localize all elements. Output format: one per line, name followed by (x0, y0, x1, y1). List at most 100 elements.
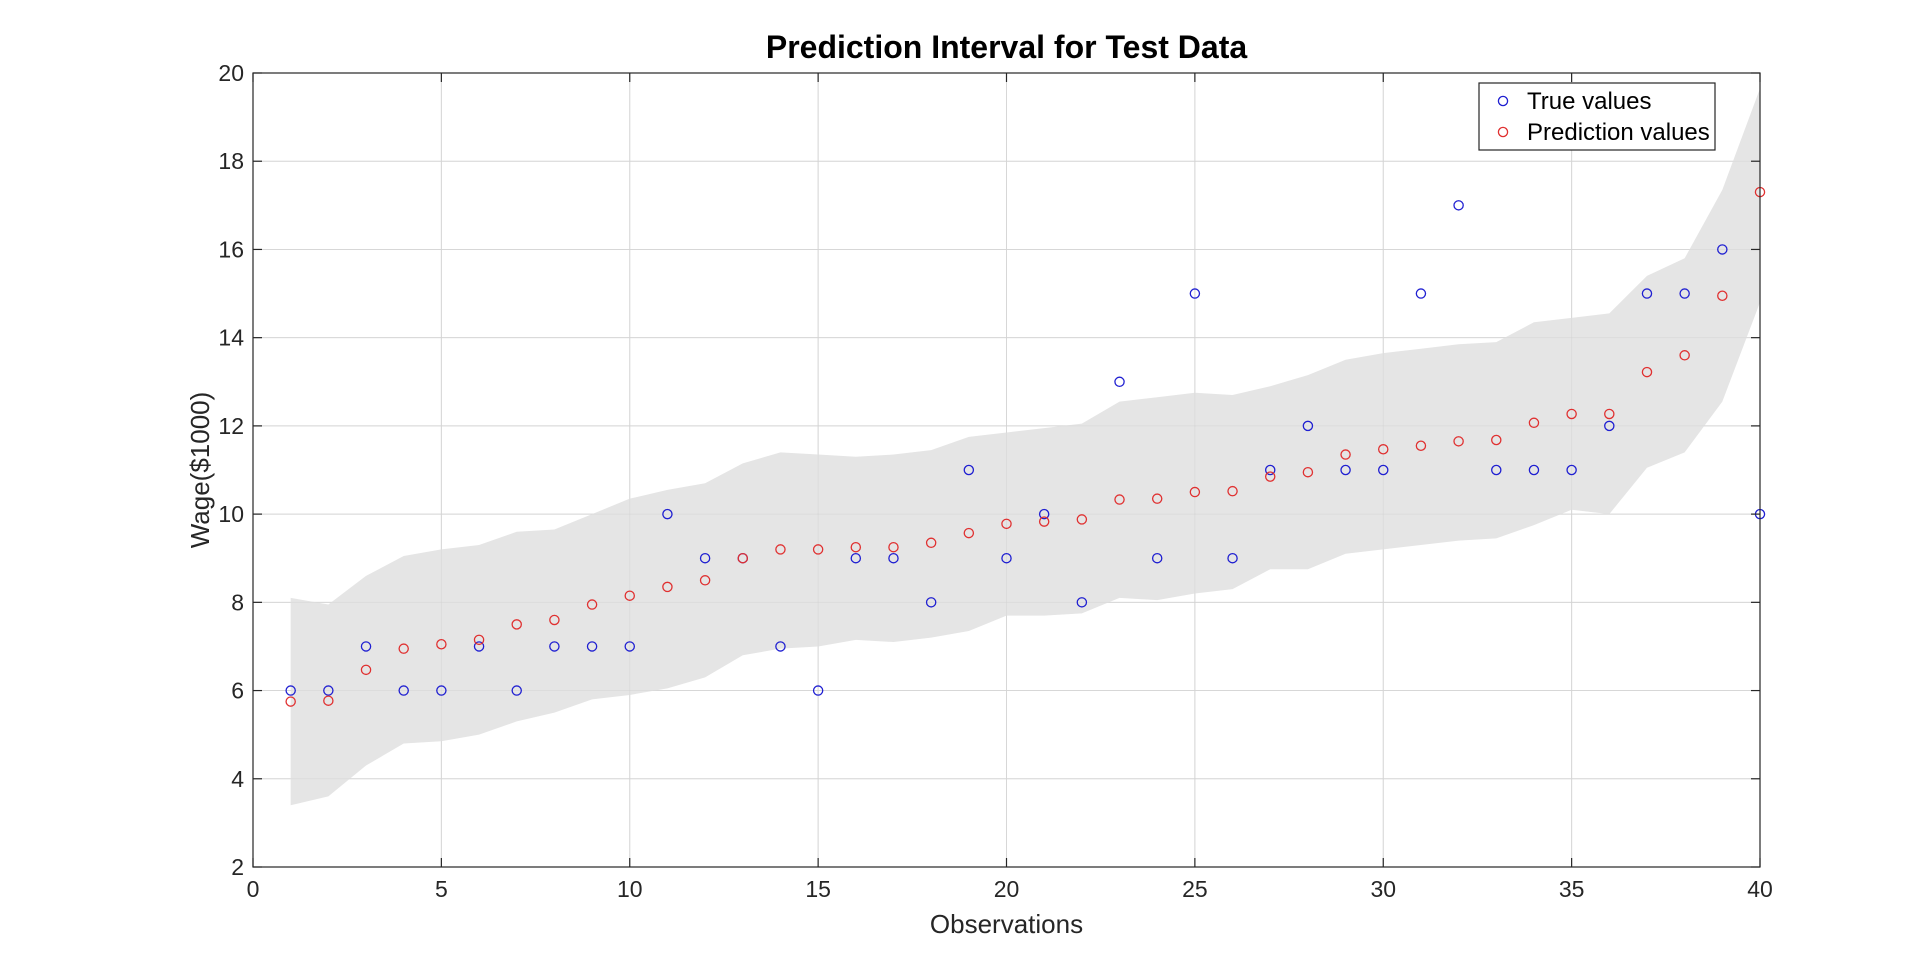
prediction-value-point (1001, 518, 1012, 530)
x-tick-label: 25 (1182, 876, 1208, 902)
prediction-value-point (1302, 466, 1314, 478)
true-value-point (1114, 376, 1125, 388)
prediction-value-point (511, 619, 522, 630)
legend-marker-true-values (1497, 95, 1509, 107)
prediction-value-point (1189, 486, 1201, 498)
true-value-point (1038, 508, 1050, 520)
prediction-value-point (1717, 290, 1728, 302)
true-value-point (624, 641, 636, 652)
prediction-value-point (1264, 471, 1276, 482)
true-value-point (699, 552, 711, 564)
true-value-point (850, 552, 862, 564)
true-value-point (436, 685, 447, 696)
prediction-interval-band (290, 88, 1760, 806)
prediction-value-point (1340, 449, 1351, 460)
y-tick-label: 8 (231, 589, 244, 615)
prediction-value-point (888, 541, 899, 553)
x-tick-label: 30 (1370, 876, 1396, 902)
true-value-point (549, 641, 560, 652)
legend-marker-prediction-values (1497, 126, 1509, 138)
true-value-point (1001, 552, 1012, 564)
prediction-value-point (1151, 493, 1163, 504)
x-tick-label: 20 (994, 876, 1020, 902)
prediction-value-point (1641, 366, 1653, 378)
true-value-point (1340, 464, 1351, 476)
prediction-value-point (323, 695, 334, 706)
true-value-point (586, 641, 598, 652)
prediction-value-point (1453, 436, 1464, 447)
legend-label-prediction-values: Prediction values (1527, 119, 1710, 146)
prediction-value-point (1076, 514, 1088, 525)
legend: True values Prediction values (1478, 82, 1716, 151)
true-value-point (1717, 244, 1728, 255)
true-values-series (285, 200, 1766, 696)
prediction-value-point (1038, 516, 1050, 527)
true-value-point (1076, 597, 1088, 608)
y-axis-label: Wage($1000) (185, 392, 215, 549)
prediction-value-point (850, 541, 862, 553)
prediction-value-point (1604, 408, 1615, 420)
true-value-point (1189, 288, 1201, 299)
true-value-point (662, 508, 673, 520)
true-value-point (812, 685, 824, 696)
prediction-value-point (1528, 417, 1540, 429)
y-tick-label: 16 (218, 236, 244, 262)
true-value-point (473, 641, 485, 652)
x-tick-labels: 0 5 10 15 20 25 30 35 40 (247, 876, 1773, 902)
prediction-value-point (436, 638, 447, 650)
axis-ticks (252, 72, 1761, 868)
x-tick-label: 15 (805, 876, 831, 902)
y-tick-label: 2 (231, 854, 244, 880)
true-value-point (360, 641, 372, 652)
prediction-value-point (624, 590, 636, 601)
prediction-value-point (1415, 440, 1427, 451)
legend-label-true-values: True values (1527, 88, 1652, 115)
true-value-point (963, 464, 975, 476)
prediction-value-point (1378, 444, 1389, 455)
y-tick-label: 12 (218, 413, 244, 439)
true-value-point (1453, 200, 1464, 211)
prediction-value-point (549, 614, 560, 626)
true-value-point (888, 552, 899, 564)
prediction-value-point (1227, 485, 1238, 497)
prediction-value-point (737, 552, 749, 564)
prediction-value-point (699, 575, 711, 586)
true-value-point (1302, 420, 1314, 432)
y-tick-label: 4 (231, 766, 244, 792)
prediction-value-point (925, 537, 937, 549)
true-value-point (1491, 464, 1502, 476)
true-value-point (1604, 420, 1615, 432)
chart-title: Prediction Interval for Test Data (766, 29, 1248, 65)
prediction-value-point (1491, 434, 1502, 446)
prediction-values-series (285, 186, 1766, 707)
prediction-value-point (1679, 350, 1690, 361)
y-tick-label: 20 (218, 60, 244, 86)
legend-box (1478, 82, 1716, 151)
true-value-point (511, 685, 522, 696)
true-value-point (1566, 464, 1577, 476)
x-tick-label: 10 (617, 876, 643, 902)
true-value-point (775, 641, 786, 652)
y-tick-label: 10 (218, 501, 244, 527)
true-value-point (1151, 552, 1163, 564)
y-tick-label: 6 (231, 678, 244, 704)
prediction-value-point (812, 544, 824, 555)
prediction-value-point (1114, 494, 1125, 505)
y-tick-labels: 2 4 6 8 10 12 14 16 18 20 (218, 60, 244, 880)
prediction-value-point (360, 664, 372, 676)
true-value-point (1641, 288, 1653, 299)
true-value-point (1264, 464, 1276, 476)
true-value-point (1227, 552, 1238, 564)
x-tick-label: 0 (247, 876, 260, 902)
true-value-point (1378, 464, 1389, 476)
true-value-point (1528, 464, 1540, 476)
x-tick-label: 5 (435, 876, 448, 902)
true-value-point (398, 685, 409, 696)
prediction-value-point (285, 696, 296, 707)
prediction-value-point (1566, 408, 1577, 420)
true-value-point (925, 597, 937, 608)
y-tick-label: 18 (218, 148, 244, 174)
prediction-value-point (662, 581, 673, 593)
grid-lines-overlay (253, 73, 1760, 867)
